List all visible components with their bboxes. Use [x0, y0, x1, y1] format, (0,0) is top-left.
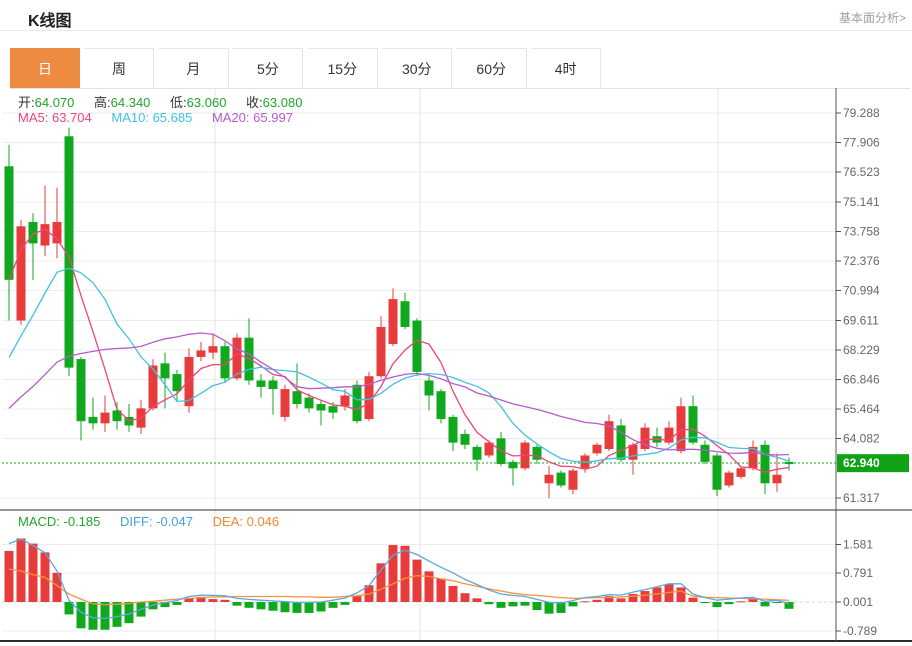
- low-value: 低:63.060: [170, 95, 227, 110]
- dea-value: DEA: 0.046: [212, 514, 280, 529]
- diff-line: [8, 538, 790, 620]
- macd-value: MACD: -0.185: [18, 514, 101, 529]
- price-axis-label: 61.317: [843, 491, 880, 505]
- candles-layer[interactable]: [4, 127, 794, 499]
- price-axis-label: 75.141: [843, 195, 880, 209]
- price-axis-label: 68.229: [843, 343, 880, 357]
- ma10-line: [8, 267, 790, 463]
- dea-line: [8, 568, 790, 606]
- ma20-line: [8, 332, 790, 456]
- price-axis-label: 76.523: [843, 165, 880, 179]
- header-divider: [0, 30, 912, 31]
- price-axis-label: 65.464: [843, 402, 880, 416]
- ma-info-row: MA5: 63.704 MA10: 65.685 MA20: 65.997: [18, 110, 309, 125]
- tab-day[interactable]: 日: [10, 48, 80, 88]
- current-price-badge: [837, 454, 909, 473]
- tab-15min[interactable]: 15分: [307, 48, 378, 88]
- price-axis-label: 70.994: [843, 284, 880, 298]
- price-axis-label: 79.288: [843, 106, 880, 120]
- ma10-value: MA10: 65.685: [111, 110, 193, 125]
- macd-axis-label: 0.791: [843, 566, 873, 580]
- macd-info-row: MACD: -0.185 DIFF: -0.047 DEA: 0.046: [18, 514, 295, 529]
- tab-week[interactable]: 周: [84, 48, 155, 88]
- price-axis-label: 69.611: [843, 313, 879, 327]
- price-axis-label: 64.082: [843, 432, 880, 446]
- timeframe-tabs: 日 周 月 5分 15分 30分 60分 4时: [10, 48, 910, 89]
- price-axis-label: 73.758: [843, 224, 880, 238]
- open-value: 开:64.070: [18, 95, 75, 110]
- high-value: 高:64.340: [94, 95, 151, 110]
- current-price-badge-text: 62.940: [843, 456, 880, 470]
- price-badge-layer: 62.940: [837, 454, 909, 473]
- price-axis-label: 66.846: [843, 373, 880, 387]
- price-axis-label: 72.376: [843, 254, 880, 268]
- ma5-value: MA5: 63.704: [18, 110, 92, 125]
- diff-value: DIFF: -0.047: [120, 514, 194, 529]
- tab-4hour[interactable]: 4时: [531, 48, 602, 88]
- ma20-value: MA20: 65.997: [211, 110, 293, 125]
- tab-30min[interactable]: 30分: [382, 48, 453, 88]
- macd-layer[interactable]: [4, 538, 794, 630]
- fundamental-analysis-link[interactable]: 基本面分析>: [838, 11, 906, 25]
- tab-60min[interactable]: 60分: [456, 48, 527, 88]
- page-title: K线图: [28, 13, 72, 30]
- tab-5min[interactable]: 5分: [233, 48, 304, 88]
- macd-axis-label: 0.001: [843, 595, 873, 609]
- axis-layer: 79.288 77.906 76.523 75.141 73.758 72.376 70.9…: [0, 88, 912, 642]
- close-value: 收:63.080: [246, 95, 303, 110]
- macd-axis-label: 1.581: [843, 537, 873, 551]
- price-axis-label: 77.906: [843, 136, 880, 150]
- ma-lines-layer: [8, 228, 790, 473]
- ma5-line: [8, 228, 790, 473]
- tab-month[interactable]: 月: [158, 48, 229, 88]
- ohlc-info-row: 开:64.070 高:64.340 低:63.060 收:63.080: [18, 92, 318, 111]
- macd-axis-label: -0.789: [843, 624, 877, 638]
